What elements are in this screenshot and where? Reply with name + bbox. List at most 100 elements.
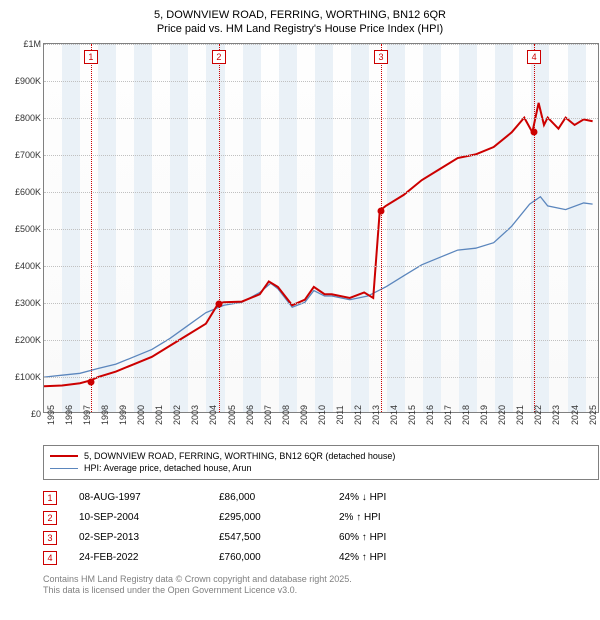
footer-text: Contains HM Land Registry data © Crown c… — [43, 574, 590, 597]
x-tick-label: 2008 — [281, 405, 291, 425]
marker-line — [219, 44, 220, 412]
chart-plot-area: £0£100K£200K£300K£400K£500K£600K£700K£80… — [43, 43, 599, 413]
gridline — [44, 192, 598, 193]
x-tick-label: 1996 — [64, 405, 74, 425]
transactions-table: 1 08-AUG-1997£86,00024% ↓ HPI 2 10-SEP-2004… — [43, 488, 599, 568]
x-tick-label: 1997 — [82, 405, 92, 425]
gridline — [44, 118, 598, 119]
x-tick-label: 1999 — [118, 405, 128, 425]
y-tick-label: £400K — [15, 261, 41, 271]
transaction-price: £547,500 — [219, 532, 339, 543]
footer-line2: This data is licensed under the Open Gov… — [43, 585, 590, 597]
transaction-row: 4 24-FEB-2022£760,00042% ↑ HPI — [43, 548, 599, 568]
legend-label: 5, DOWNVIEW ROAD, FERRING, WORTHING, BN1… — [84, 450, 395, 463]
transaction-date: 10-SEP-2004 — [79, 512, 219, 523]
transaction-date: 02-SEP-2013 — [79, 532, 219, 543]
x-tick-label: 2009 — [299, 405, 309, 425]
x-tick-label: 2019 — [479, 405, 489, 425]
legend-box: 5, DOWNVIEW ROAD, FERRING, WORTHING, BN1… — [43, 445, 599, 480]
transaction-delta: 60% ↑ HPI — [339, 532, 459, 543]
transaction-price: £86,000 — [219, 492, 339, 503]
y-tick-label: £200K — [15, 335, 41, 345]
transaction-marker: 2 — [43, 511, 57, 525]
transaction-marker: 4 — [43, 551, 57, 565]
marker-dot — [87, 378, 94, 385]
x-tick-label: 1998 — [100, 405, 110, 425]
gridline — [44, 229, 598, 230]
title-line2: Price paid vs. HM Land Registry's House … — [10, 22, 590, 36]
transaction-row: 3 02-SEP-2013£547,50060% ↑ HPI — [43, 528, 599, 548]
x-tick-label: 2003 — [190, 405, 200, 425]
gridline — [44, 266, 598, 267]
x-tick-label: 2017 — [443, 405, 453, 425]
y-tick-label: £800K — [15, 113, 41, 123]
marker-dot — [215, 301, 222, 308]
x-tick-label: 2002 — [172, 405, 182, 425]
transaction-date: 24-FEB-2022 — [79, 552, 219, 563]
transaction-delta: 42% ↑ HPI — [339, 552, 459, 563]
marker-dot — [378, 208, 385, 215]
x-tick-label: 2021 — [515, 405, 525, 425]
x-tick-label: 2007 — [263, 405, 273, 425]
chart-title: 5, DOWNVIEW ROAD, FERRING, WORTHING, BN1… — [10, 8, 590, 37]
series-price_paid — [44, 102, 593, 385]
x-tick-label: 2020 — [497, 405, 507, 425]
legend-item: HPI: Average price, detached house, Arun — [50, 462, 592, 475]
x-tick-label: 2015 — [407, 405, 417, 425]
x-tick-label: 2018 — [461, 405, 471, 425]
gridline — [44, 377, 598, 378]
y-tick-label: £600K — [15, 187, 41, 197]
x-tick-label: 2024 — [570, 405, 580, 425]
x-tick-label: 2014 — [389, 405, 399, 425]
x-tick-label: 2013 — [371, 405, 381, 425]
series-hpi — [44, 196, 593, 376]
legend-label: HPI: Average price, detached house, Arun — [84, 462, 251, 475]
legend-swatch — [50, 468, 78, 469]
transaction-marker: 1 — [43, 491, 57, 505]
x-tick-label: 2004 — [208, 405, 218, 425]
x-tick-label: 2016 — [425, 405, 435, 425]
gridline — [44, 81, 598, 82]
transaction-marker: 3 — [43, 531, 57, 545]
gridline — [44, 340, 598, 341]
y-tick-label: £500K — [15, 224, 41, 234]
x-tick-label: 2000 — [136, 405, 146, 425]
x-tick-label: 2012 — [353, 405, 363, 425]
marker-dot — [531, 129, 538, 136]
y-tick-label: £100K — [15, 372, 41, 382]
y-tick-label: £700K — [15, 150, 41, 160]
gridline — [44, 303, 598, 304]
marker-label: 3 — [374, 50, 388, 64]
marker-label: 2 — [212, 50, 226, 64]
gridline — [44, 44, 598, 45]
x-axis-labels: 1995199619971998199920002001200220032004… — [43, 413, 599, 441]
transaction-price: £295,000 — [219, 512, 339, 523]
x-tick-label: 2022 — [533, 405, 543, 425]
x-tick-label: 2010 — [317, 405, 327, 425]
legend-swatch — [50, 455, 78, 457]
marker-label: 1 — [84, 50, 98, 64]
x-tick-label: 2001 — [154, 405, 164, 425]
marker-line — [381, 44, 382, 412]
transaction-delta: 24% ↓ HPI — [339, 492, 459, 503]
marker-label: 4 — [527, 50, 541, 64]
x-tick-label: 2025 — [588, 405, 598, 425]
transaction-date: 08-AUG-1997 — [79, 492, 219, 503]
legend-item: 5, DOWNVIEW ROAD, FERRING, WORTHING, BN1… — [50, 450, 592, 463]
y-tick-label: £300K — [15, 298, 41, 308]
transaction-price: £760,000 — [219, 552, 339, 563]
y-tick-label: £0 — [31, 409, 41, 419]
x-tick-label: 1995 — [46, 405, 56, 425]
x-tick-label: 2023 — [551, 405, 561, 425]
transaction-row: 2 10-SEP-2004£295,0002% ↑ HPI — [43, 508, 599, 528]
transaction-delta: 2% ↑ HPI — [339, 512, 459, 523]
footer-line1: Contains HM Land Registry data © Crown c… — [43, 574, 590, 586]
y-tick-label: £1M — [23, 39, 41, 49]
gridline — [44, 155, 598, 156]
x-tick-label: 2011 — [335, 405, 345, 424]
x-tick-label: 2006 — [245, 405, 255, 425]
transaction-row: 1 08-AUG-1997£86,00024% ↓ HPI — [43, 488, 599, 508]
x-tick-label: 2005 — [227, 405, 237, 425]
marker-line — [91, 44, 92, 412]
title-line1: 5, DOWNVIEW ROAD, FERRING, WORTHING, BN1… — [10, 8, 590, 22]
